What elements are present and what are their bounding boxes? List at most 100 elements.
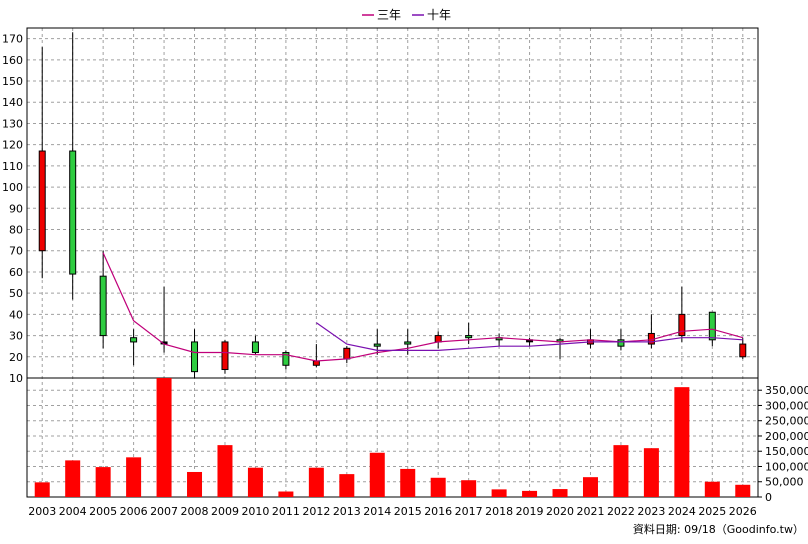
year-label-2003: 2003 [28, 505, 56, 518]
volume-bar-2021 [582, 477, 598, 497]
price-plot-frame [26, 27, 759, 379]
volume-bar-2004 [65, 460, 81, 497]
year-label-2016: 2016 [424, 505, 452, 518]
legend-label-0: 三年 [377, 8, 401, 22]
candle-body-2012 [312, 360, 320, 366]
year-label-2010: 2010 [241, 505, 269, 518]
year-label-2004: 2004 [59, 505, 87, 518]
year-label-2023: 2023 [637, 505, 665, 518]
year-label-2021: 2021 [576, 505, 604, 518]
volume-bar-2023 [643, 448, 659, 497]
year-label-2008: 2008 [181, 505, 209, 518]
year-label-2006: 2006 [120, 505, 148, 518]
candle-body-2003 [38, 150, 46, 252]
candle-body-2004 [69, 150, 77, 275]
candle-body-2026 [739, 343, 747, 358]
volume-bar-2009 [217, 445, 233, 497]
price-tick-label-2: 30 [9, 330, 23, 343]
legend-label-1: 十年 [427, 8, 451, 22]
footer-source: 資料日期: 09/18（Goodinfo.tw） [633, 522, 804, 536]
candle-body-2009 [221, 341, 229, 371]
price-tick-label-7: 80 [9, 224, 23, 237]
volume-tick-label-4: 200,000 [765, 430, 808, 443]
volume-bar-2007 [156, 378, 172, 497]
price-tick-label-8: 90 [9, 202, 23, 215]
year-label-2014: 2014 [363, 505, 391, 518]
year-label-2018: 2018 [485, 505, 513, 518]
year-label-2019: 2019 [516, 505, 544, 518]
year-label-2017: 2017 [455, 505, 483, 518]
volume-bar-2018 [491, 489, 507, 497]
year-label-2015: 2015 [394, 505, 422, 518]
volume-bar-2022 [613, 445, 629, 497]
year-label-2024: 2024 [668, 505, 696, 518]
volume-tick-label-1: 50,000 [765, 476, 804, 489]
volume-bar-2005 [95, 467, 111, 497]
volume-bar-2003 [34, 482, 50, 497]
candle-body-2022 [617, 339, 625, 347]
candle-body-2005 [99, 275, 107, 337]
price-tick-label-15: 160 [2, 54, 23, 67]
year-label-2026: 2026 [729, 505, 757, 518]
volume-bar-2008 [187, 471, 203, 497]
year-label-2011: 2011 [272, 505, 300, 518]
candle-body-2014 [373, 343, 381, 347]
year-label-2020: 2020 [546, 505, 574, 518]
volume-bar-2010 [247, 467, 263, 497]
price-tick-label-12: 130 [2, 117, 23, 130]
price-tick-label-16: 170 [2, 33, 23, 46]
legend: 三年 十年 [362, 8, 451, 22]
volume-bar-2006 [126, 457, 142, 497]
year-label-2013: 2013 [333, 505, 361, 518]
year-label-2005: 2005 [89, 505, 117, 518]
price-tick-label-6: 70 [9, 245, 23, 258]
volume-tick-label-6: 300,000 [765, 399, 808, 412]
candle-body-2011 [282, 352, 290, 366]
price-tick-label-1: 20 [9, 351, 23, 364]
price-tick-label-9: 100 [2, 181, 23, 194]
series-line-0 [102, 252, 743, 362]
candle-body-2017 [465, 335, 473, 339]
volume-bar-2016 [430, 477, 446, 497]
volume-tick-label-7: 350,000 [765, 384, 808, 397]
year-label-2022: 2022 [607, 505, 635, 518]
year-label-2025: 2025 [698, 505, 726, 518]
volume-bar-2025 [704, 481, 720, 497]
candle-body-2008 [191, 341, 199, 373]
candles [38, 32, 747, 378]
price-tick-label-13: 140 [2, 96, 23, 109]
volume-bar-2017 [461, 480, 477, 497]
volume-tick-label-3: 150,000 [765, 445, 808, 458]
price-tick-label-0: 10 [9, 372, 23, 385]
price-tick-label-4: 50 [9, 287, 23, 300]
candle-body-2015 [404, 341, 412, 345]
volume-bar-2020 [552, 489, 568, 497]
axis-labels: 10 20 30 40 50 60 70 80 90 100 110 120 130 140 150 160 1… [2, 33, 808, 518]
volume-tick-label-0: 0 [765, 491, 772, 504]
year-label-2012: 2012 [302, 505, 330, 518]
series-line-1 [316, 322, 743, 351]
candle-body-2024 [678, 313, 686, 337]
volume-bar-2024 [674, 387, 690, 497]
candle-body-2025 [708, 311, 716, 341]
price-tick-label-11: 120 [2, 139, 23, 152]
candle-body-2006 [130, 337, 138, 343]
price-tick-label-3: 40 [9, 308, 23, 321]
grid [27, 28, 758, 498]
volume-bars [34, 378, 751, 497]
volume-bar-2011 [278, 491, 294, 497]
year-label-2009: 2009 [211, 505, 239, 518]
volume-tick-label-2: 100,000 [765, 460, 808, 473]
volume-bar-2026 [735, 484, 751, 497]
volume-bar-2014 [369, 452, 385, 497]
volume-tick-label-5: 250,000 [765, 415, 808, 428]
moving-average-lines [102, 252, 743, 362]
plot-frames [26, 27, 759, 498]
volume-bar-2013 [339, 474, 355, 497]
candle-body-2010 [251, 341, 259, 354]
volume-bar-2019 [522, 490, 538, 497]
volume-bar-2015 [400, 468, 416, 497]
volume-plot-frame [26, 377, 759, 498]
price-tick-label-5: 60 [9, 266, 23, 279]
